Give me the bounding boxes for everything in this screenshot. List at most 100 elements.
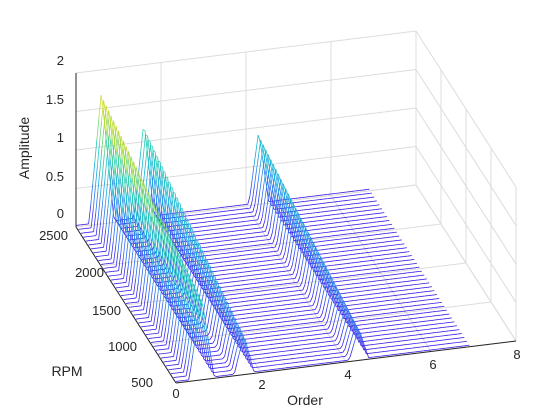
trace-segment bbox=[267, 228, 271, 236]
trace-segment bbox=[127, 200, 130, 220]
trace-segment bbox=[161, 193, 165, 213]
grid-line bbox=[415, 30, 517, 188]
trace-segment bbox=[177, 202, 181, 204]
trace-segment bbox=[193, 263, 197, 279]
trace-segment bbox=[213, 297, 217, 310]
trace-segment bbox=[257, 193, 260, 209]
trace-segment bbox=[322, 303, 325, 314]
trace-segment bbox=[276, 210, 280, 224]
trace-segment bbox=[138, 286, 142, 302]
trace-segment bbox=[213, 290, 217, 303]
trace-segment bbox=[195, 278, 199, 283]
trace-segment bbox=[294, 216, 298, 229]
trace-segment bbox=[251, 165, 255, 181]
trace-segment bbox=[304, 288, 308, 295]
trace-segment bbox=[336, 316, 340, 326]
trace-segment bbox=[228, 312, 231, 323]
trace-segment bbox=[316, 269, 320, 280]
trace-segment bbox=[287, 193, 291, 200]
trace-segment bbox=[145, 139, 149, 160]
trace-segment bbox=[292, 252, 295, 265]
trace-segment bbox=[266, 173, 269, 188]
trace-segment bbox=[269, 196, 272, 211]
trace-segment bbox=[157, 256, 160, 274]
trace-segment bbox=[195, 346, 199, 350]
trace-segment bbox=[154, 251, 158, 270]
trace-segment bbox=[177, 198, 181, 215]
trace-segment bbox=[216, 294, 220, 307]
trace-segment bbox=[203, 295, 207, 308]
trace-segment bbox=[316, 266, 319, 277]
trace-segment bbox=[295, 207, 299, 214]
trace-segment bbox=[309, 296, 313, 302]
trace-segment bbox=[159, 161, 163, 181]
trace-segment bbox=[162, 170, 166, 173]
trace-segment bbox=[302, 222, 306, 229]
trace-segment bbox=[140, 291, 144, 306]
trace-segment bbox=[109, 192, 113, 214]
trace-segment bbox=[146, 150, 150, 171]
trace-segment bbox=[290, 198, 294, 205]
trace-segment bbox=[262, 144, 266, 153]
trace-segment bbox=[132, 183, 136, 203]
trace-segment bbox=[193, 258, 197, 273]
trace-segment bbox=[279, 248, 283, 256]
trace-segment bbox=[274, 240, 278, 248]
trace-segment bbox=[136, 171, 139, 191]
trace-segment bbox=[276, 193, 280, 208]
trace-segment bbox=[160, 165, 163, 168]
trace-segment bbox=[307, 292, 311, 298]
trace-segment bbox=[175, 202, 179, 220]
trace-segment bbox=[143, 134, 146, 156]
trace-segment bbox=[190, 233, 194, 249]
trace-segment bbox=[174, 268, 177, 285]
trace-segment bbox=[168, 186, 171, 205]
trace-segment bbox=[209, 335, 213, 340]
trace-segment bbox=[299, 225, 303, 238]
trace-segment bbox=[175, 223, 179, 240]
trace-segment bbox=[181, 299, 185, 316]
trace-segment bbox=[130, 163, 134, 184]
trace-segment bbox=[207, 260, 211, 274]
trace-segment bbox=[334, 324, 338, 334]
trace-segment bbox=[131, 185, 135, 206]
trace-segment bbox=[150, 144, 153, 147]
trace-segment bbox=[122, 148, 126, 169]
trace-segment bbox=[326, 280, 330, 291]
trace-segment bbox=[114, 201, 118, 222]
trace-segment bbox=[177, 333, 181, 349]
trace-segment bbox=[179, 214, 183, 231]
trace-segment bbox=[292, 268, 296, 275]
trace-segment bbox=[303, 243, 307, 255]
trace-segment bbox=[125, 153, 129, 174]
trace-segment bbox=[309, 243, 313, 255]
trace-segment bbox=[122, 215, 126, 235]
grid-line bbox=[415, 184, 517, 342]
trace-segment bbox=[315, 246, 319, 253]
trace-segment bbox=[148, 169, 152, 190]
trace-segment bbox=[134, 190, 137, 210]
trace-segment bbox=[167, 238, 171, 255]
trace-segment bbox=[203, 277, 207, 291]
trace-segment bbox=[260, 144, 264, 160]
trace-segment bbox=[340, 300, 344, 309]
trace-segment bbox=[140, 129, 144, 151]
trace-segment bbox=[289, 215, 292, 229]
trace-segment bbox=[147, 260, 151, 278]
trace-segment bbox=[123, 262, 127, 279]
trace-segment bbox=[162, 307, 166, 324]
trace-segment bbox=[149, 155, 153, 176]
trace-segment bbox=[287, 244, 290, 257]
trace-segment bbox=[302, 269, 305, 281]
trace-segment bbox=[217, 348, 221, 352]
trace-segment bbox=[278, 196, 282, 211]
trace-segment bbox=[175, 329, 179, 345]
trace-segment bbox=[153, 155, 156, 175]
trace-segment bbox=[113, 125, 117, 147]
trace-segment bbox=[208, 281, 212, 294]
trace-segment bbox=[280, 178, 284, 186]
trace-segment bbox=[201, 290, 205, 304]
trace-segment bbox=[252, 204, 256, 213]
trace-segment bbox=[221, 327, 225, 339]
trace-segment bbox=[165, 331, 169, 345]
